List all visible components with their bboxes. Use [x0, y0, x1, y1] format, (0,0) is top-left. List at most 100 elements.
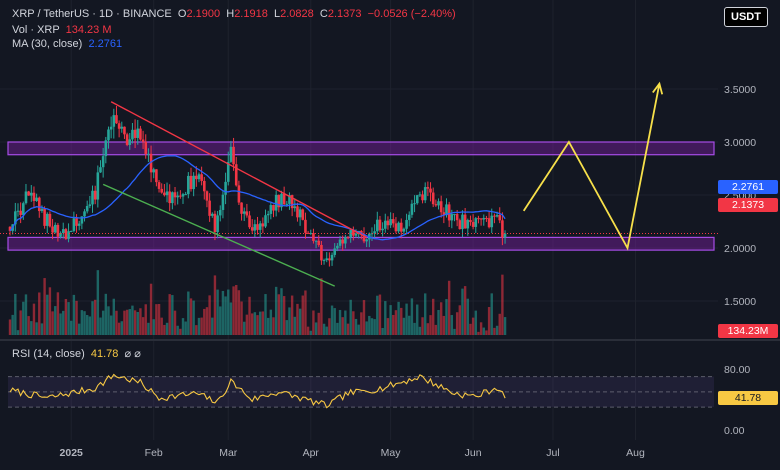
- volume-bar-48: [136, 311, 139, 335]
- candle-108: [296, 206, 299, 218]
- rsi-visibility-icons[interactable]: ⌀ ⌀: [124, 348, 141, 360]
- candle-14: [45, 213, 49, 226]
- currency-button[interactable]: USDT: [724, 7, 768, 27]
- volume-bar-85: [235, 285, 238, 335]
- candle-173: [469, 220, 472, 223]
- moving-average-line: [0, 155, 718, 241]
- candle-73: [202, 180, 206, 192]
- candle-70: [195, 175, 198, 180]
- volume-bar-182: [493, 327, 496, 335]
- projection-path: [522, 81, 664, 251]
- zone-1: [7, 236, 715, 251]
- candle-65: [181, 194, 185, 197]
- candle-97: [266, 213, 270, 216]
- volume-bar-115: [314, 322, 318, 335]
- volume-bar-15: [48, 287, 52, 335]
- trendline-resistance: [110, 101, 367, 239]
- candle-130: [354, 233, 358, 236]
- candle-69: [192, 175, 195, 190]
- volume-bar-121: [330, 305, 334, 335]
- candle-42: [120, 126, 124, 129]
- volume-bar-92: [253, 312, 257, 335]
- candle-30: [88, 204, 92, 206]
- candle-94: [258, 223, 262, 230]
- candle-122: [333, 248, 337, 255]
- axes-labels: 3.50003.00002.50002.00001.500080.000.002…: [60, 84, 757, 459]
- volume-bar-19: [59, 313, 62, 335]
- volume-bar-47: [133, 310, 137, 335]
- candle-2: [14, 211, 17, 225]
- volume-bar-168: [455, 312, 459, 335]
- open-value: 2.1900: [186, 8, 221, 20]
- candle-49: [139, 128, 142, 140]
- volume-bar-181: [490, 293, 493, 335]
- change-value: −0.0526 (−2.40%): [367, 8, 456, 20]
- volume-bar-57: [160, 317, 163, 335]
- volume-bar-180: [487, 307, 491, 335]
- volume-bar-126: [344, 310, 347, 335]
- candle-55: [155, 169, 158, 183]
- candle-148: [402, 228, 406, 232]
- candle-61: [171, 192, 174, 204]
- candle-20: [61, 229, 65, 234]
- candle-57: [160, 188, 164, 193]
- candle-156: [423, 187, 427, 201]
- volume-bar-145: [394, 310, 398, 335]
- candle-74: [205, 191, 209, 201]
- volume-bar-160: [434, 324, 438, 335]
- candle-32: [93, 190, 97, 200]
- volume-legend: Vol · XRP 134.23 M: [12, 24, 112, 36]
- last-price-badge: 2.1373: [718, 198, 778, 212]
- candle-112: [306, 232, 310, 234]
- volume-bar-21: [64, 298, 68, 335]
- candle-64: [179, 195, 182, 197]
- candle-184: [498, 215, 502, 221]
- volume-legend-label: Vol · XRP: [12, 24, 60, 36]
- candle-80: [221, 194, 225, 210]
- rsi-tick-0: 80.00: [724, 364, 750, 376]
- candle-114: [312, 233, 315, 241]
- volume-bar-101: [277, 294, 281, 335]
- volume-bar-45: [128, 309, 131, 335]
- candle-58: [163, 192, 166, 196]
- volume-bar-117: [320, 278, 323, 335]
- candle-96: [264, 215, 267, 227]
- candle-81: [224, 181, 227, 195]
- volume-bar-30: [88, 316, 92, 335]
- volume-bar-106: [290, 295, 294, 335]
- candle-4: [19, 210, 22, 215]
- candle-142: [386, 220, 390, 226]
- volume-bar-40: [115, 310, 118, 335]
- volume-bar-50: [141, 317, 145, 335]
- volume-bar-63: [176, 325, 179, 335]
- volume-bar-170: [461, 288, 464, 335]
- candle-157: [426, 187, 430, 189]
- volume-legend-value: 134.23 M: [65, 24, 112, 36]
- volume-bar-96: [264, 294, 267, 335]
- volume-bar-32: [93, 299, 97, 335]
- volume-bar-163: [442, 315, 446, 335]
- candle-88: [242, 211, 246, 214]
- volume-bar-84: [232, 286, 235, 335]
- candle-139: [378, 219, 382, 231]
- volume-bar-174: [471, 317, 475, 335]
- ma-legend-label: MA (30, close): [12, 38, 83, 50]
- candle-181: [490, 215, 494, 228]
- volume-bar-109: [298, 308, 302, 335]
- volume-bar-49: [139, 308, 142, 335]
- volume-bar-129: [352, 311, 355, 335]
- candle-127: [346, 237, 350, 239]
- volume-bar-144: [392, 314, 395, 335]
- candle-153: [415, 195, 419, 204]
- volume-bar-122: [333, 308, 336, 335]
- volume-bar-42: [120, 321, 123, 335]
- volume-bar-114: [312, 310, 315, 335]
- candle-83: [229, 146, 233, 162]
- candle-111: [304, 219, 307, 233]
- volume-bar-99: [272, 317, 275, 335]
- candle-167: [453, 214, 456, 216]
- volume-bar-172: [466, 298, 469, 335]
- volume-bar-11: [38, 292, 41, 335]
- volume-bar-137: [373, 319, 376, 335]
